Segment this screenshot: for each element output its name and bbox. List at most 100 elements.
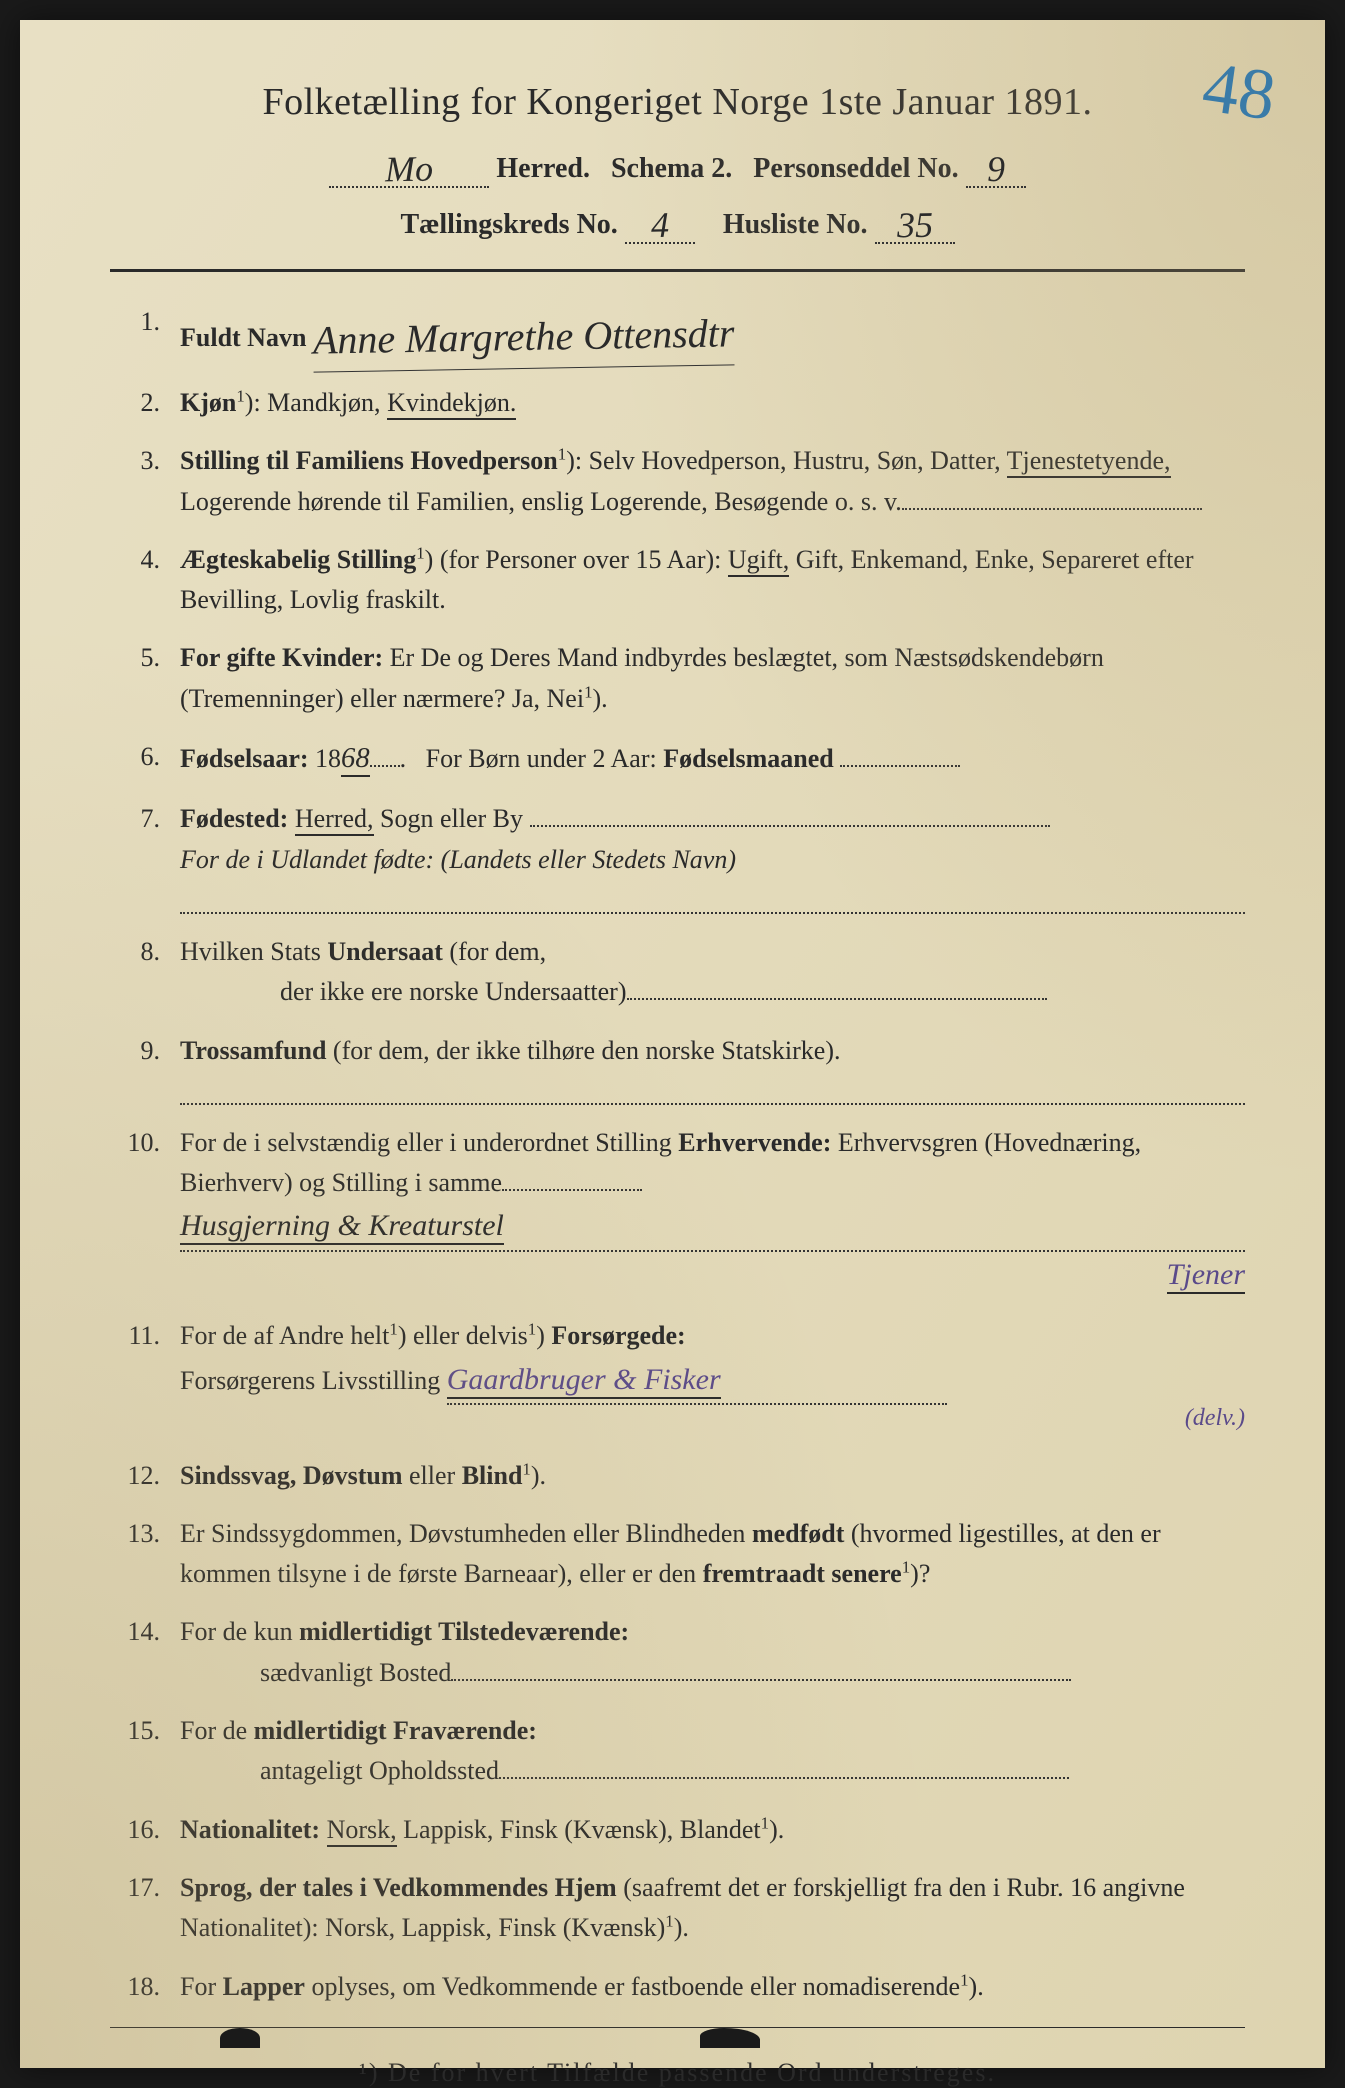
text: Hvilken Stats: [180, 937, 327, 966]
item-num: 7.: [120, 799, 180, 914]
text: ) (for Personer over 15 Aar):: [425, 545, 728, 574]
item-15: 15. For de midlertidigt Fraværende: anta…: [120, 1711, 1245, 1792]
label: Stilling til Familiens Hovedperson: [180, 446, 558, 475]
fodselsaar-value: 68: [341, 743, 370, 777]
label: Sprog, der tales i Vedkommendes Hjem: [180, 1873, 617, 1902]
schema-label: Schema 2.: [611, 153, 732, 184]
item-12: 12. Sindssvag, Døvstum eller Blind1).: [120, 1456, 1245, 1496]
label: Ægteskabelig Stilling: [180, 545, 416, 574]
item-num: 8.: [120, 932, 180, 1013]
taellingskreds-label: Tællingskreds No.: [400, 209, 617, 240]
forsorger-value: Gaardbruger & Fisker: [447, 1363, 721, 1399]
item-8: 8. Hvilken Stats Undersaat (for dem, der…: [120, 932, 1245, 1013]
item-num: 11.: [120, 1316, 180, 1437]
label: Lapper: [223, 1972, 305, 2001]
label: For gifte Kvinder:: [180, 643, 383, 672]
item-num: 1.: [120, 302, 180, 365]
husliste-value: 35: [896, 204, 933, 247]
paper-tear-icon: [700, 2028, 760, 2048]
label: Fødested:: [180, 804, 288, 833]
forsorger-note: (delv.): [1185, 1405, 1245, 1431]
item-num: 9.: [120, 1031, 180, 1105]
aegteskab-selected: Ugift,: [728, 545, 789, 577]
text: For de kun: [180, 1617, 299, 1646]
item-10: 10. For de i selvstændig eller i underor…: [120, 1123, 1245, 1299]
text: sædvanligt Bosted: [180, 1658, 451, 1687]
item-1: 1. Fuldt Navn Anne Margrethe Ottensdtr: [120, 302, 1245, 365]
text: oplyses, om Vedkommende er fastboende el…: [305, 1972, 960, 2001]
item-num: 16.: [120, 1810, 180, 1850]
item-num: 6.: [120, 737, 180, 781]
text: Sogn eller By: [374, 804, 524, 833]
text: For: [180, 1972, 223, 2001]
item-num: 18.: [120, 1967, 180, 2007]
label: Undersaat: [327, 937, 443, 966]
text: For de i Udlandet fødte: (Landets eller …: [180, 845, 736, 874]
taellingskreds-value: 4: [650, 204, 669, 246]
label: fremtraadt senere: [703, 1559, 902, 1588]
item-7: 7. Fødested: Herred, Sogn eller By For d…: [120, 799, 1245, 914]
label: Sindssvag, Døvstum: [180, 1461, 403, 1490]
item-num: 2.: [120, 383, 180, 423]
label: Fødselsmaaned: [663, 744, 833, 773]
stilling-selected: Tjenestetyende,: [1007, 446, 1171, 478]
text: ): Selv Hovedperson, Hustru, Søn, Datter…: [566, 446, 1006, 475]
item-num: 5.: [120, 638, 180, 719]
text: (for dem,: [443, 937, 546, 966]
item-17: 17. Sprog, der tales i Vedkommendes Hjem…: [120, 1868, 1245, 1949]
form-title: Folketælling for Kongeriget Norge 1ste J…: [110, 80, 1245, 124]
item-3: 3. Stilling til Familiens Hovedperson1):…: [120, 441, 1245, 522]
item-num: 15.: [120, 1711, 180, 1792]
header-line-1: Mo Herred. Schema 2. Personseddel No. 9: [110, 144, 1245, 188]
label: Forsørgede:: [551, 1321, 685, 1350]
label: For Børn under 2 Aar:: [426, 744, 657, 773]
label: midlertidigt Fraværende:: [254, 1716, 537, 1745]
item-num: 3.: [120, 441, 180, 522]
text: ): Mandkjøn,: [245, 388, 387, 417]
herred-value: Mo: [385, 148, 434, 191]
item-num: 13.: [120, 1514, 180, 1595]
erhverv-value: Husgjerning & Kreaturstel: [180, 1209, 504, 1245]
item-13: 13. Er Sindssygdommen, Døvstumheden elle…: [120, 1514, 1245, 1595]
fuldt-navn-value: Anne Margrethe Ottensdtr: [312, 302, 734, 372]
text: ) eller delvis: [398, 1321, 528, 1350]
item-num: 17.: [120, 1868, 180, 1949]
text: )?: [910, 1559, 930, 1588]
text: For de i selvstændig eller i underordnet…: [180, 1128, 678, 1157]
page-number-annotation: 48: [1198, 45, 1281, 137]
item-num: 12.: [120, 1456, 180, 1496]
text: Forsørgerens Livsstilling: [180, 1366, 440, 1395]
herred-label: Herred.: [496, 153, 590, 184]
text: der ikke ere norske Undersaatter): [180, 972, 627, 1012]
label: Fuldt Navn: [180, 323, 306, 352]
text: For de af Andre helt: [180, 1321, 389, 1350]
item-9: 9. Trossamfund (for dem, der ikke tilhør…: [120, 1031, 1245, 1105]
item-16: 16. Nationalitet: Norsk, Lappisk, Finsk …: [120, 1810, 1245, 1850]
paper-tear-icon: [220, 2028, 260, 2048]
text: Er Sindssygdommen, Døvstumheden eller Bl…: [180, 1519, 752, 1548]
item-14: 14. For de kun midlertidigt Tilstedevære…: [120, 1612, 1245, 1693]
header-divider: [110, 269, 1245, 272]
header-line-2: Tællingskreds No. 4 Husliste No. 35: [110, 200, 1245, 244]
label: medfødt: [752, 1519, 844, 1548]
text: eller: [403, 1461, 462, 1490]
nationalitet-selected: Norsk,: [327, 1815, 397, 1847]
kjon-selected: Kvindekjøn.: [387, 388, 516, 420]
label: midlertidigt Tilstedeværende:: [299, 1617, 629, 1646]
footnote-divider: [110, 2027, 1245, 2028]
label: Trossamfund: [180, 1036, 326, 1065]
form-items: 1. Fuldt Navn Anne Margrethe Ottensdtr 2…: [110, 302, 1245, 2007]
label: Erhvervende:: [678, 1128, 831, 1157]
text: antageligt Opholdssted: [180, 1756, 499, 1785]
item-num: 14.: [120, 1612, 180, 1693]
label: Nationalitet:: [180, 1815, 320, 1844]
item-2: 2. Kjøn1): Mandkjøn, Kvindekjøn.: [120, 383, 1245, 423]
erhverv-value-2: Tjener: [1167, 1258, 1245, 1294]
text: Logerende hørende til Familien, enslig L…: [180, 487, 902, 516]
fodested-selected: Herred,: [295, 804, 374, 836]
item-4: 4. Ægteskabelig Stilling1) (for Personer…: [120, 540, 1245, 621]
item-18: 18. For Lapper oplyses, om Vedkommende e…: [120, 1967, 1245, 2007]
label: Blind: [462, 1461, 523, 1490]
personseddel-value: 9: [986, 148, 1005, 190]
footnote: ¹) De for hvert Tilfælde passende Ord un…: [110, 2058, 1245, 2088]
